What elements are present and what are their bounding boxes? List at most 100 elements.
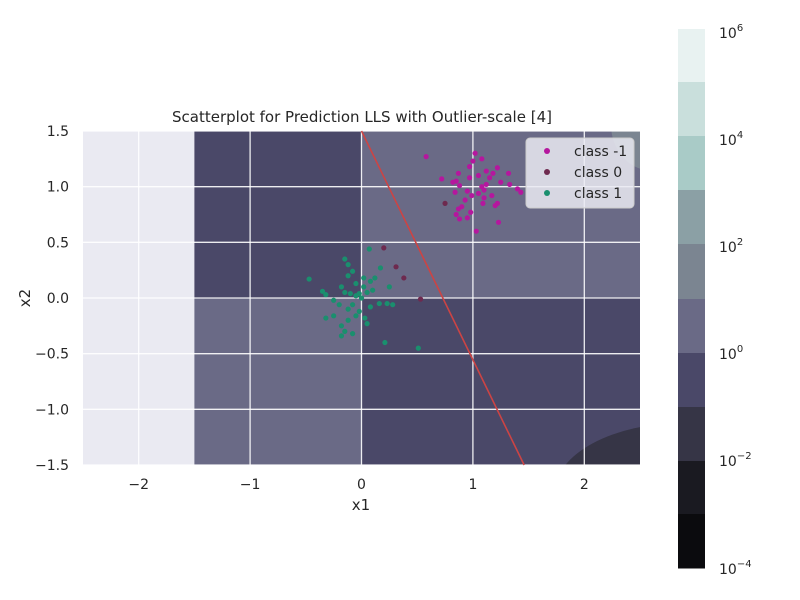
point-class--1 bbox=[466, 164, 473, 170]
legend-marker bbox=[544, 190, 550, 196]
colorbar-band bbox=[678, 29, 705, 83]
point-class--1 bbox=[487, 175, 493, 181]
point-class--1 bbox=[468, 209, 474, 215]
point-class--1 bbox=[489, 192, 495, 199]
contour-region-lower-right bbox=[361, 298, 640, 465]
point-class--1 bbox=[483, 181, 489, 188]
y-tick-label: 1.5 bbox=[47, 124, 69, 140]
decision-line-group bbox=[360, 130, 525, 466]
y-tick-label: 1.0 bbox=[47, 180, 69, 196]
point-class-1 bbox=[349, 302, 356, 308]
legend-box bbox=[525, 137, 635, 209]
point-class--1 bbox=[439, 176, 445, 182]
point-class--1 bbox=[483, 168, 489, 174]
colorbar-band bbox=[678, 190, 705, 245]
colorbar-band bbox=[678, 244, 705, 300]
point-class--1 bbox=[455, 170, 462, 176]
point-class--1 bbox=[495, 219, 502, 225]
point-class--1 bbox=[514, 186, 521, 192]
y-tick-label: −1.5 bbox=[35, 458, 69, 474]
point-class-1 bbox=[342, 256, 348, 262]
legend-marker bbox=[544, 148, 550, 154]
x-tick-label: 1 bbox=[468, 477, 477, 493]
contour-regions bbox=[194, 131, 640, 465]
point-class-1 bbox=[361, 275, 367, 281]
colorbar-band bbox=[678, 353, 705, 408]
point-class--1 bbox=[481, 187, 487, 193]
colorbar-band bbox=[678, 299, 705, 354]
colorbar-band bbox=[678, 514, 705, 569]
legend-label: class 1 bbox=[574, 186, 622, 202]
point-class-1 bbox=[319, 288, 326, 294]
x-axis-label: x1 bbox=[352, 496, 370, 514]
point-class-1 bbox=[342, 328, 348, 334]
colorbar-band bbox=[678, 82, 705, 137]
point-class--1 bbox=[450, 179, 456, 185]
point-class--1 bbox=[480, 200, 486, 206]
colorbar-band bbox=[678, 407, 705, 462]
point-class--1 bbox=[490, 170, 496, 176]
point-class-1 bbox=[338, 284, 345, 290]
point-class-1 bbox=[361, 284, 367, 290]
point-class--1 bbox=[462, 197, 468, 203]
point-class-1 bbox=[364, 289, 370, 296]
point-class--1 bbox=[469, 192, 475, 199]
point-class--1 bbox=[456, 216, 463, 222]
point-class-1 bbox=[386, 284, 392, 290]
point-class--1 bbox=[492, 202, 498, 209]
point-class--1 bbox=[498, 179, 504, 185]
point-class-0 bbox=[381, 245, 387, 251]
point-class-1 bbox=[342, 289, 348, 296]
point-class-1 bbox=[372, 275, 378, 281]
point-class-1 bbox=[353, 280, 359, 287]
point-class--1 bbox=[466, 175, 473, 181]
point-class-1 bbox=[367, 278, 374, 284]
point-class--1 bbox=[494, 165, 501, 171]
point-class--1 bbox=[470, 158, 476, 164]
point-class-1 bbox=[349, 331, 356, 337]
chart-title: Scatterplot for Prediction LLS with Outl… bbox=[172, 108, 552, 126]
point-class--1 bbox=[475, 172, 482, 179]
x-tick-label: 2 bbox=[580, 477, 589, 493]
colorbar-band bbox=[678, 136, 705, 191]
contour-region-upper-left bbox=[194, 131, 362, 298]
point-class-1 bbox=[323, 315, 329, 321]
point-class-1 bbox=[415, 345, 421, 351]
point-class-1 bbox=[331, 297, 337, 303]
point-class-1 bbox=[370, 287, 376, 293]
point-class-1 bbox=[358, 295, 365, 301]
point-class--1 bbox=[472, 150, 478, 156]
point-class--1 bbox=[456, 182, 463, 189]
point-class--1 bbox=[464, 188, 470, 194]
point-class-0 bbox=[401, 275, 407, 281]
point-class-1 bbox=[390, 302, 396, 308]
point-class--1 bbox=[423, 154, 429, 160]
point-class--1 bbox=[481, 195, 487, 201]
point-class-1 bbox=[353, 293, 359, 299]
point-class-1 bbox=[331, 313, 337, 319]
y-axis-label: x2 bbox=[16, 289, 34, 307]
x-tick-label: −1 bbox=[240, 477, 261, 493]
colorbar-tick-label: 10−2 bbox=[719, 451, 752, 470]
point-class-1 bbox=[336, 302, 342, 308]
point-class--1 bbox=[479, 156, 485, 162]
colorbar-tick-label: 10−4 bbox=[719, 559, 752, 578]
colorbar-tick-label: 100 bbox=[719, 344, 743, 363]
colorbar-tick-label: 104 bbox=[719, 130, 743, 149]
point-class-1 bbox=[356, 308, 362, 314]
point-class-1 bbox=[384, 300, 390, 307]
point-class-1 bbox=[376, 300, 382, 307]
point-class--1 bbox=[473, 228, 479, 234]
point-class-1 bbox=[345, 306, 351, 312]
point-class-1 bbox=[338, 323, 345, 329]
point-class-1 bbox=[349, 268, 356, 274]
point-class-1 bbox=[362, 315, 368, 321]
point-class-1 bbox=[323, 292, 329, 298]
y-tick-label: −0.5 bbox=[35, 347, 69, 363]
colorbar-band bbox=[678, 461, 705, 515]
point-class-0 bbox=[393, 264, 399, 270]
point-class--1 bbox=[505, 170, 512, 176]
legend-label: class 0 bbox=[574, 165, 622, 181]
point-class--1 bbox=[518, 189, 524, 195]
